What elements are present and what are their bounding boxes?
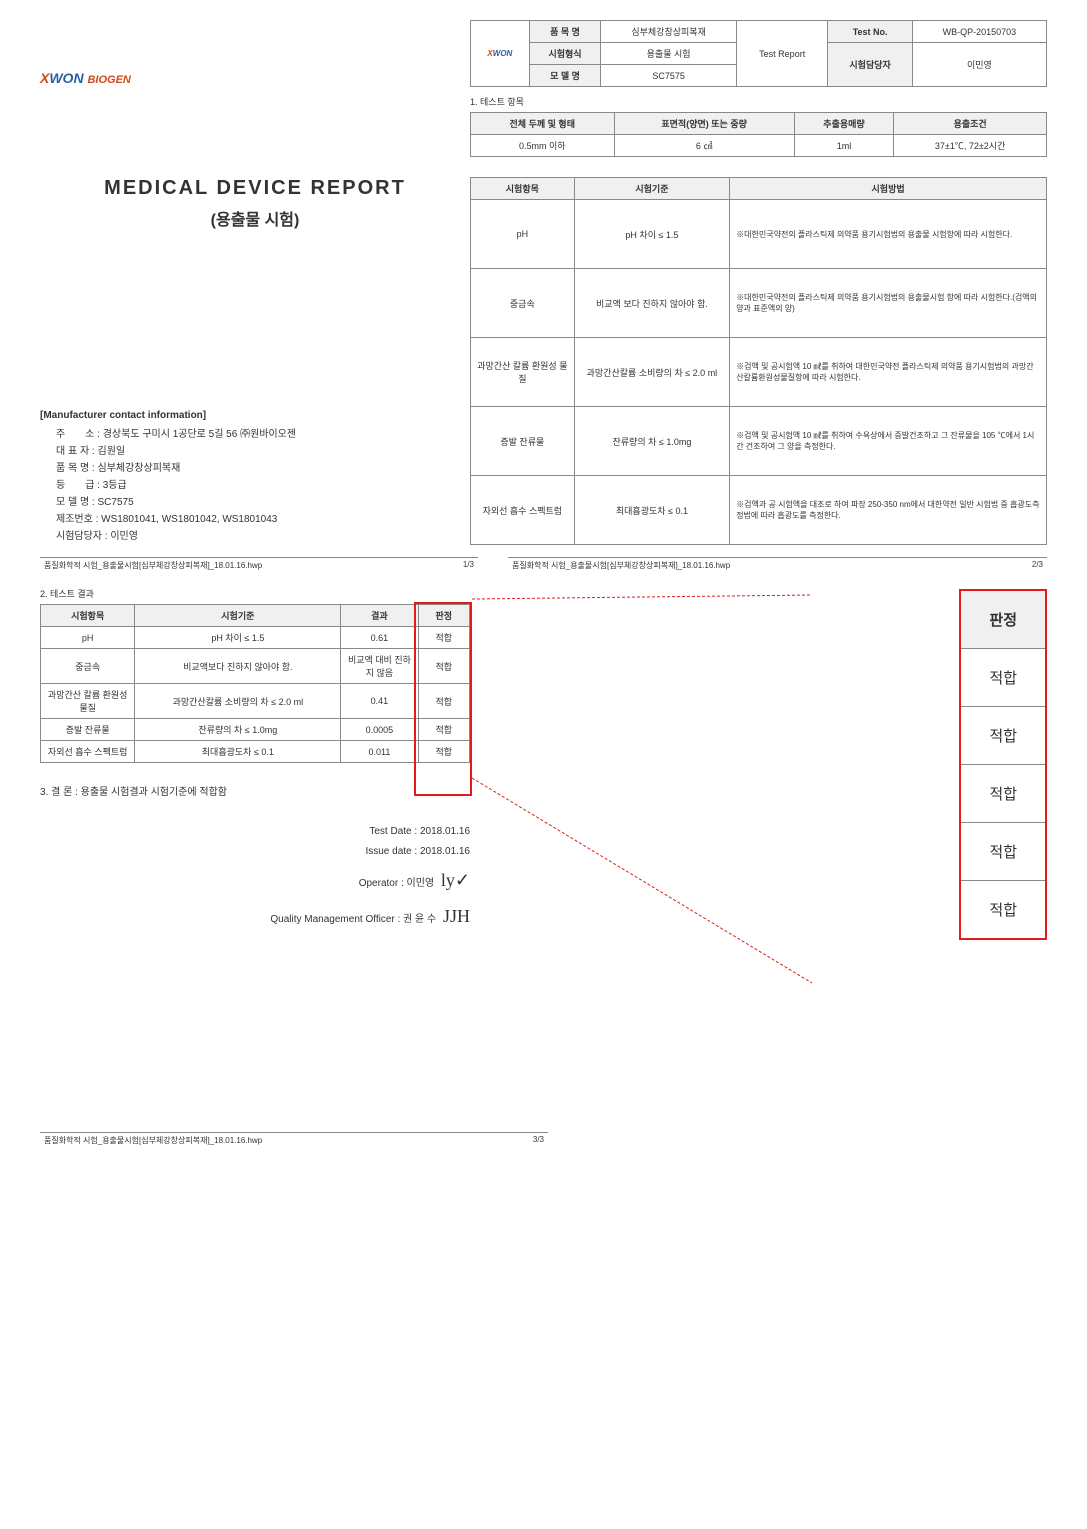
- callout-line: [472, 583, 832, 1003]
- spec-table: 시험항목 시험기준 시험방법 pHpH 차이 ≤ 1.5※대한민국약전의 플라스…: [470, 177, 1047, 545]
- report-subtitle: (용출물 시험): [40, 206, 470, 230]
- mfr-line: 모 델 명 : SC7575: [56, 493, 470, 508]
- mfr-line: 주 소 : 경상북도 구미시 1공단로 5길 56 ㈜원바이오젠: [56, 425, 470, 440]
- section-3-conclusion: 3. 결 론 : 용출물 시험결과 시험기준에 적합함: [40, 783, 470, 798]
- mfr-line: 대 표 자 : 김원일: [56, 442, 470, 457]
- test-report-label: Test Report: [736, 21, 828, 87]
- mfr-line: 시험담당자 : 이민영: [56, 527, 470, 542]
- section-1-label: 1. 테스트 항목: [470, 95, 1047, 108]
- test-item-table: 전체 두께 및 형태 표면적(양면) 또는 중량 추출용매량 용출조건 0.5m…: [470, 112, 1047, 157]
- judgement-highlight: [414, 602, 472, 796]
- zoom-judgement-table: 판정 적합 적합 적합 적합 적합: [959, 589, 1047, 940]
- brand-logo: XWON BIOGEN: [40, 70, 470, 86]
- mfr-heading: [Manufacturer contact information]: [40, 410, 470, 421]
- page-footer-1: 품질화학적 시험_용출물시험[심부체강창상피복재]_18.01.16.hwp1/…: [40, 557, 478, 571]
- mfr-line: 등 급 : 3등급: [56, 476, 470, 491]
- signature-block: Test Date : 2018.01.16 Issue date : 2018…: [40, 822, 470, 934]
- page-footer-2: 품질화학적 시험_용출물시험[심부체강창상피복재]_18.01.16.hwp2/…: [508, 557, 1047, 571]
- header-table: XWON 품 목 명심부체강창상피복재 Test Report Test No.…: [470, 20, 1047, 87]
- mfr-line: 품 목 명 : 심부체강창상피복재: [56, 459, 470, 474]
- section-2-label: 2. 테스트 결과: [40, 587, 470, 600]
- results-table: 시험항목 시험기준 결과 판정 pHpH 차이 ≤ 1.50.61적합 중금속비…: [40, 604, 470, 763]
- mfr-line: 제조번호 : WS1801041, WS1801042, WS1801043: [56, 510, 470, 525]
- report-title: MEDICAL DEVICE REPORT: [40, 177, 470, 200]
- page-footer-3: 품질화학적 시험_용출물시험[심부체강창상피복재]_18.01.16.hwp3/…: [40, 1132, 548, 1146]
